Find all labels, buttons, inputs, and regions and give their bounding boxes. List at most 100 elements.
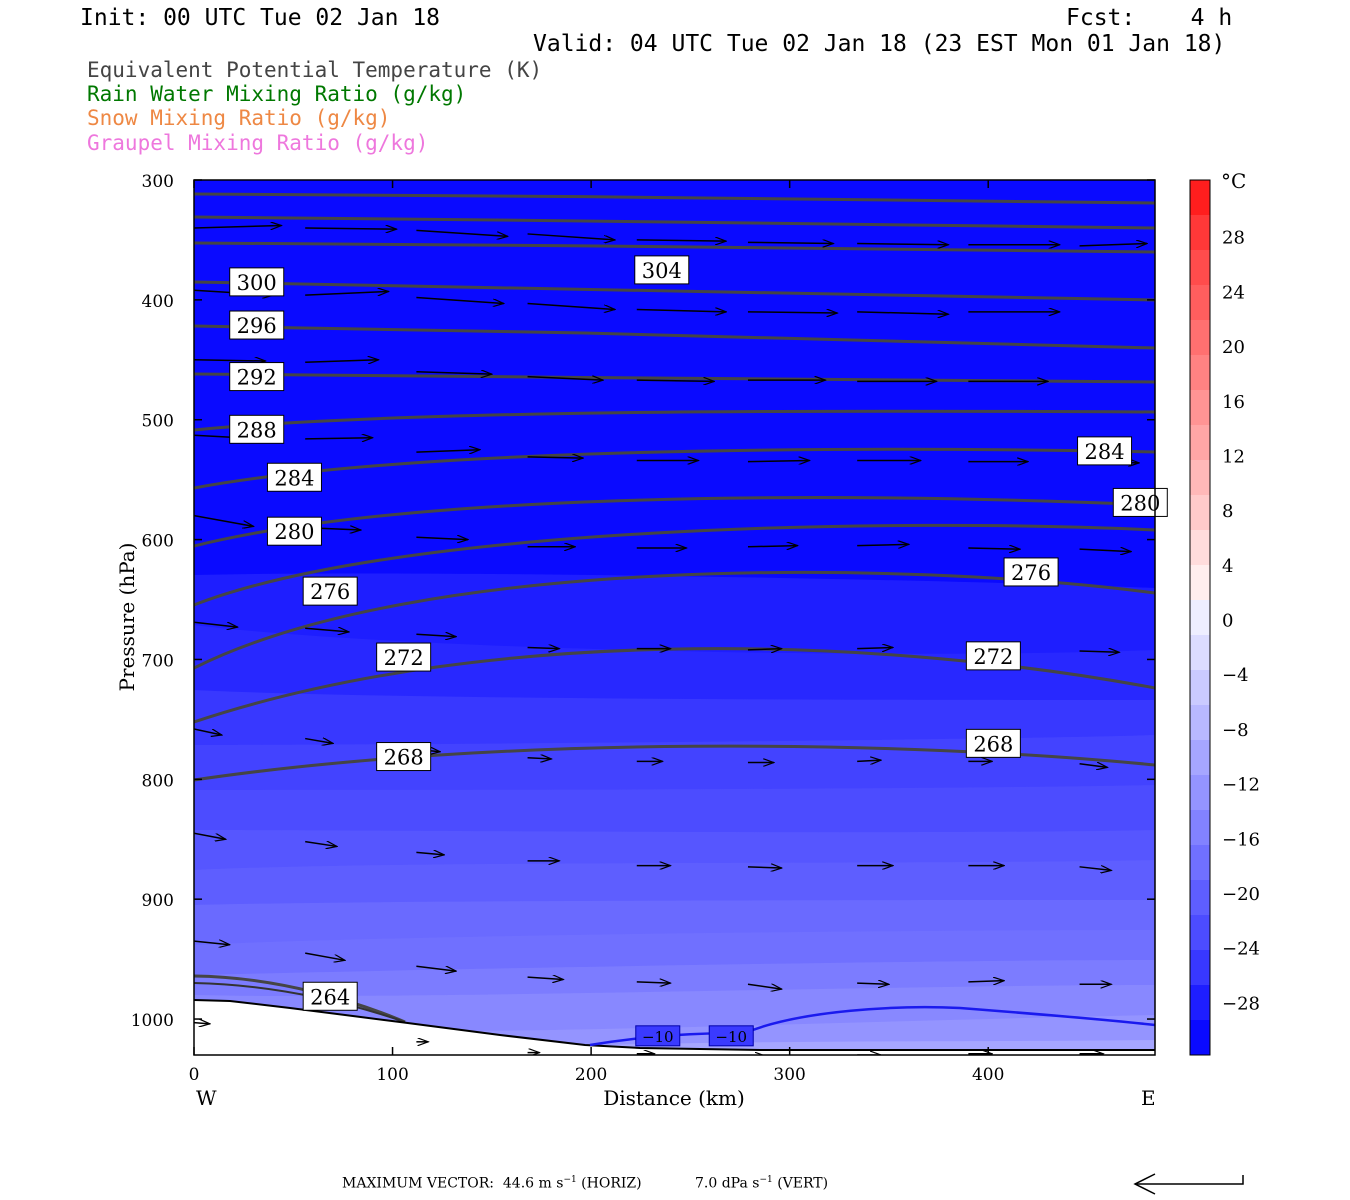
colorbar-swatch [1190,425,1210,461]
wind-vector [305,952,345,960]
theta-e-label: 304 [642,259,682,283]
y-tick-label: 800 [142,771,174,791]
colorbar-swatch [1190,390,1210,426]
valid-time: Valid: 04 UTC Tue 02 Jan 18 (23 EST Mon … [533,31,1226,57]
x-axis-label: Distance (km) [603,1086,745,1110]
theta-e-label: 284 [274,466,314,490]
wind-vector [1079,651,1120,652]
wind-vector [857,312,948,314]
max-vector-horiz: 44.6 [502,1175,535,1192]
colorbar-swatch [1190,670,1210,706]
x-tick-label: 100 [376,1065,408,1085]
theta-e-label-box [965,728,1021,758]
temperature-label: −10 [642,1028,674,1046]
x-axis: 0 100 200 300 400 [189,180,1004,1085]
theta-e-label-box [229,267,285,297]
theta-e-label-box [229,362,285,392]
colorbar-swatch [1190,635,1210,671]
colorbar-unit: °C [1221,169,1246,193]
plot-fill [194,180,1155,1055]
max-vector-vert-unit: dPa s [721,1175,760,1192]
field-label-theta-e: Equivalent Potential Temperature (K) [87,58,543,82]
wind-vector [416,537,468,539]
theta-e-label-box [376,742,432,772]
wind-vector [1079,867,1112,871]
colorbar-tick-label: 12 [1222,446,1245,467]
theta-e-label-box [376,642,432,672]
max-vector-horiz-exp: −1 [563,1175,577,1185]
colorbar-swatch [1190,985,1210,1021]
wind-vector [194,226,281,228]
colorbar-tick-label: −4 [1222,665,1249,686]
temperature-label: −10 [715,1028,747,1046]
x-tick-label: 400 [972,1065,1004,1085]
wind-vector [747,649,782,650]
colorbar-swatch [1190,495,1210,531]
colorbar-swatch [1190,460,1210,496]
wind-vector [527,302,615,309]
wind-vector [636,240,726,241]
wind-vector [416,852,444,854]
wind-vector [968,548,1020,549]
theta-e-label-box [1003,557,1059,587]
theta-e-label-box [302,981,358,1011]
wind-vector [194,514,254,527]
colorbar-swatch [1190,530,1210,566]
theta-e-label: 296 [237,314,277,338]
x-tick-label: 200 [575,1065,607,1085]
theta-e-label-box [229,310,285,340]
wind-vector [636,380,714,381]
wind-vector [305,438,373,439]
theta-e-label-box [229,414,285,444]
wind-vector [416,634,456,636]
wind-vector [1079,549,1132,551]
wind-vector [194,1023,210,1024]
theta-e-label: 300 [237,271,277,295]
colorbar-tick-label: −12 [1222,775,1260,796]
max-vector-horiz-unit: m s [538,1175,564,1192]
wind-vector [636,982,671,983]
wind-vector [194,941,230,945]
colorbar-swatch [1190,915,1210,951]
forecast-hour: Fcst: 4 h [1066,5,1233,31]
wind-vector [416,450,480,452]
wind-vector [305,360,378,362]
theta-e-label: 272 [973,645,1013,669]
wind-vector [747,867,782,868]
colorbar-tick-label: −24 [1222,939,1260,960]
wind-vector [1079,244,1148,246]
theta-e-label: 268 [973,732,1013,756]
wind-vector [636,309,726,311]
init-time: Init: 00 UTC Tue 02 Jan 18 [80,5,441,31]
colorbar-swatch [1190,215,1210,251]
wind-vector [747,242,833,243]
plot-frame [193,179,1156,1056]
colorbar-swatch [1190,285,1210,321]
theta-e-label: 276 [310,580,350,604]
wind-vector [857,544,909,545]
wind-vector [747,546,798,547]
wind-vector [968,981,1004,982]
max-vector-label: MAXIMUM VECTOR: [342,1175,494,1192]
x-axis-west: W [196,1086,217,1110]
theta-e-labels: 304 300 296 292 288 284 284 280 280 276 276 272 272 2… [229,255,1168,1011]
colorbar-tick-label: −8 [1222,720,1249,741]
wind-vector [416,372,491,374]
y-axis: 300 400 500 600 700 800 900 1000 [131,172,1155,1031]
y-tick-label: 400 [142,292,174,312]
colorbar-tick-label: 0 [1222,611,1233,632]
wind-vector [194,832,226,839]
max-vector-vert: 7.0 [695,1175,718,1192]
wind-vector [305,228,396,229]
colorbar-swatch [1190,740,1210,776]
wind-vector [857,647,893,648]
wind-vector [305,291,388,295]
field-label-graupel: Graupel Mixing Ratio (g/kg) [87,131,429,155]
wind-vector [747,983,782,989]
theta-e-label-box [965,641,1021,671]
theta-e-label-box [1077,436,1133,466]
colorbar-swatch [1190,1020,1210,1056]
theta-e-label: 280 [1120,491,1160,515]
wind-vector [747,460,810,461]
